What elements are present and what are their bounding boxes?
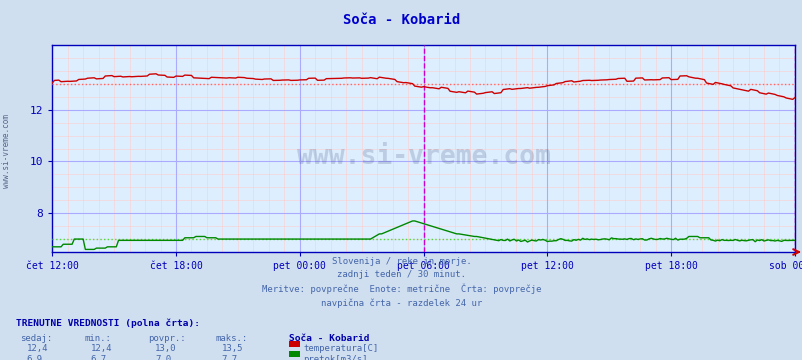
Text: 7,7: 7,7 <box>221 355 237 360</box>
Text: TRENUTNE VREDNOSTI (polna črta):: TRENUTNE VREDNOSTI (polna črta): <box>16 319 200 328</box>
Text: 12,4: 12,4 <box>91 344 112 353</box>
Text: www.si-vreme.com: www.si-vreme.com <box>296 144 550 170</box>
Text: 13,0: 13,0 <box>155 344 176 353</box>
Text: 7,0: 7,0 <box>155 355 171 360</box>
Text: sedaj:: sedaj: <box>20 334 52 343</box>
Text: pretok[m3/s]: pretok[m3/s] <box>303 355 367 360</box>
Text: min.:: min.: <box>84 334 111 343</box>
Text: maks.:: maks.: <box>215 334 247 343</box>
Text: 6,9: 6,9 <box>26 355 43 360</box>
Text: Soča - Kobarid: Soča - Kobarid <box>342 13 460 27</box>
Text: Slovenija / reke in morje.
zadnji teden / 30 minut.
Meritve: povprečne  Enote: m: Slovenija / reke in morje. zadnji teden … <box>261 257 541 308</box>
Text: Soča - Kobarid: Soča - Kobarid <box>289 334 369 343</box>
Text: www.si-vreme.com: www.si-vreme.com <box>2 114 11 188</box>
Text: 12,4: 12,4 <box>26 344 48 353</box>
Text: temperatura[C]: temperatura[C] <box>303 344 379 353</box>
Text: 13,5: 13,5 <box>221 344 243 353</box>
Text: povpr.:: povpr.: <box>148 334 186 343</box>
Text: 6,7: 6,7 <box>91 355 107 360</box>
